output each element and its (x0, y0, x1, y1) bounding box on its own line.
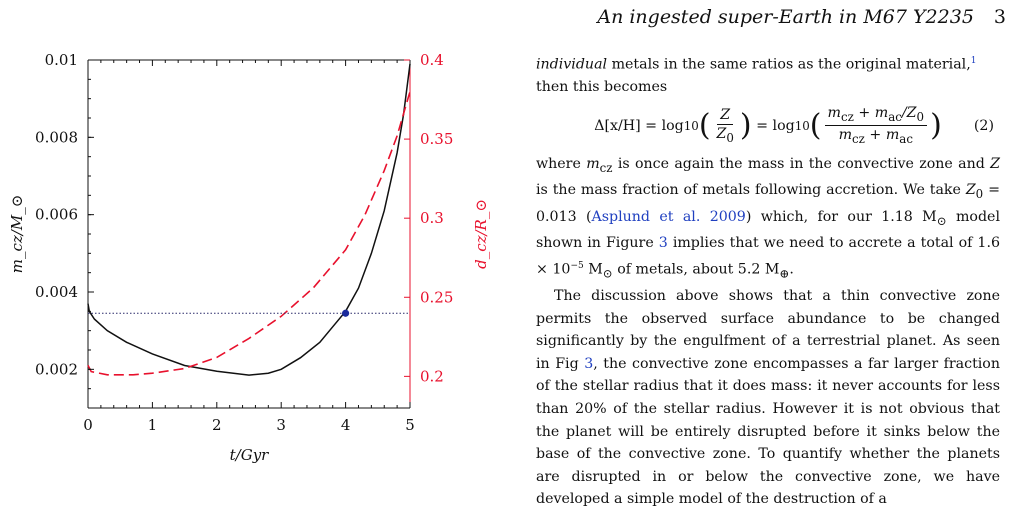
text-run: ) which, for our 1.18 M (745, 208, 937, 225)
text-sup: −5 (570, 260, 584, 271)
eq-frac-2-den: mcz + mac (836, 126, 916, 148)
text-run: implies that we need to accrete a total … (536, 235, 1000, 278)
text-run: metals in the same ratios as the origina… (607, 56, 971, 73)
text-emph: individual (536, 56, 608, 73)
text-run: The discussion above shows that a thin c… (536, 287, 1000, 372)
eq-sym: + m (864, 127, 900, 144)
figure-link[interactable]: 3 (658, 235, 668, 252)
depth-series-line (87, 91, 411, 376)
eq-sym: /Z (901, 104, 917, 121)
text-sub: ⊙ (602, 266, 613, 281)
marker-point (342, 309, 350, 317)
y-left-tick-label: 0.006 (35, 206, 78, 224)
eq-sub: ac (899, 132, 913, 147)
y-right-tick-label: 0.35 (420, 130, 453, 148)
paren-close: ) (930, 107, 942, 143)
text-run: where (536, 155, 587, 172)
text-sub: ⊙ (936, 213, 947, 228)
paren-close: ) (739, 107, 752, 143)
figure-link[interactable]: 3 (584, 355, 594, 372)
eq-z0-sub: 0 (726, 130, 734, 145)
y-right-tick-label: 0.4 (420, 51, 444, 69)
paragraph-2: where mcz is once again the mass in the … (536, 153, 1000, 285)
text-run: model shown in Figure (536, 208, 1000, 252)
x-axis-label: t/Gyr (230, 446, 270, 464)
eq-sub: 10 (794, 118, 810, 133)
eq-sub: cz (840, 109, 854, 124)
y-right-axis-label: d_cz/R_⊙ (472, 199, 490, 269)
y-right-tick-label: 0.2 (420, 367, 444, 385)
running-header: An ingested super-Earth in M67 Y2235 3 (536, 6, 1006, 28)
eq-frac-1: Z Z0 (714, 106, 737, 147)
paren-open: ( (698, 107, 711, 143)
text-run: is the mass fraction of metals following… (536, 182, 966, 199)
eq-sub: 0 (916, 109, 925, 124)
y-left-tick-label: 0.002 (35, 360, 78, 378)
figure-3-chart: 0 1 2 3 4 5 0.002 0.004 0.006 0.008 0.01 0.2 0.25 0.3… (8, 51, 490, 464)
page-number: 3 (993, 6, 1006, 28)
text-run: of metals, about 5.2 M (612, 261, 780, 278)
y-right-tick-label: 0.25 (420, 288, 453, 306)
text-run: , the convective zone encompasses a far … (536, 355, 1000, 508)
eq-sym: m (838, 127, 853, 144)
y-left-tick-label: 0.01 (45, 51, 78, 69)
paren-open: ( (809, 107, 822, 143)
text-sub: cz (599, 160, 613, 175)
text-run: = 0.013 ( (536, 182, 1000, 225)
eq-sub: ac (888, 109, 902, 124)
text-sym: Z (965, 182, 976, 199)
paragraph-3: The discussion above shows that a thin c… (536, 285, 1000, 511)
x-tick-label: 0 (83, 416, 93, 434)
eq-frac-1-num: Z (717, 106, 734, 125)
text-sym: m (586, 155, 600, 172)
mass-series-line (87, 63, 411, 376)
paragraph-1: individual metals in the same ratios as … (536, 50, 1000, 99)
equation-2: Δ[x/H] = log 10 ( Z Z0 ) = log 10 ( mcz + … (536, 103, 1000, 149)
eq-mid: = log (756, 117, 795, 134)
eq-sub: 10 (683, 118, 699, 133)
eq-sym: m (827, 104, 841, 121)
equation-number: (2) (973, 117, 994, 134)
x-tick-label: 1 (148, 416, 158, 434)
x-tick-label: 4 (341, 416, 351, 434)
eq-frac-1-den: Z0 (714, 125, 737, 147)
citation-link[interactable]: Asplund et al. 2009 (591, 208, 746, 225)
eq-lhs: Δ[x/H] = log (594, 117, 684, 134)
eq-frac-2: mcz + mac/Z0 mcz + mac (824, 104, 928, 149)
y-left-tick-label: 0.004 (35, 283, 78, 301)
eq-sub: cz (852, 132, 865, 147)
y-left-axis-label: m_cz/M_⊙ (8, 195, 26, 274)
eq-sym: + m (853, 104, 889, 121)
text-sym: Z (990, 155, 1000, 172)
text-sub: ⊕ (779, 266, 790, 281)
text-run: M (583, 261, 603, 278)
running-title: An ingested super-Earth in M67 Y2235 (597, 6, 974, 28)
x-tick-label: 5 (405, 416, 415, 434)
text-run: . (789, 261, 794, 278)
text-sub: 0 (975, 187, 984, 202)
text-run: is once again the mass in the convective… (612, 155, 991, 172)
x-tick-label: 2 (212, 416, 222, 434)
text-column: individual metals in the same ratios as … (536, 50, 1000, 511)
x-tick-label: 3 (276, 416, 286, 434)
y-left-tick-label: 0.008 (35, 128, 78, 146)
footnote-link[interactable]: 1 (970, 56, 977, 66)
text-run: then this becomes (536, 79, 668, 96)
y-right-tick-label: 0.3 (420, 209, 444, 227)
eq-frac-2-num: mcz + mac/Z0 (824, 104, 928, 127)
eq-z0: Z (716, 125, 727, 142)
